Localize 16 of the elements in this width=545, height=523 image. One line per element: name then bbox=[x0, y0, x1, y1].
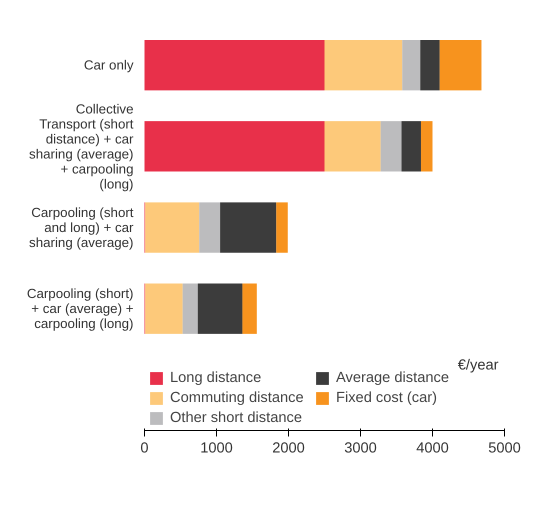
x-tick-label: 5000 bbox=[488, 440, 521, 456]
legend-label: Fixed cost (car) bbox=[336, 390, 438, 406]
y-tick-label: Collective Transport (short distance) + car sharing (average) + carpooling (long) bbox=[29, 101, 134, 192]
legend-label: Other short distance bbox=[170, 410, 303, 426]
x-tick-label: 4000 bbox=[416, 440, 449, 456]
legend-label: Long distance bbox=[170, 370, 262, 386]
legend-label: Commuting distance bbox=[170, 390, 305, 406]
x-tick-label: 2000 bbox=[272, 440, 305, 456]
legend-label: Average distance bbox=[336, 370, 449, 386]
x-tick-label: 1000 bbox=[200, 440, 233, 456]
y-tick-label: Car only bbox=[84, 58, 134, 73]
y-tick-label: Carpooling (short and long) + car sharing (average) bbox=[29, 205, 134, 250]
x-tick-label: 3000 bbox=[344, 440, 377, 456]
x-tick-label: 0 bbox=[140, 440, 149, 456]
text: €/year bbox=[458, 357, 499, 374]
y-tick-label: Carpooling (short) + car (average) + carpooling (long) bbox=[26, 286, 134, 332]
